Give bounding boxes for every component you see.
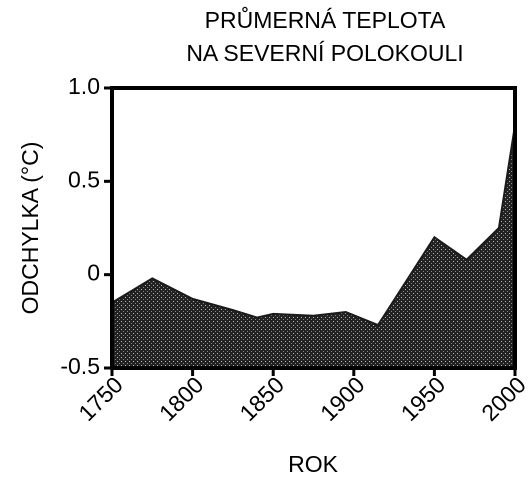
y-tick-label: 0.5 <box>68 166 100 192</box>
plot-frame <box>110 86 517 370</box>
x-tick-label: 1950 <box>396 371 451 426</box>
x-tick-label: 2000 <box>476 371 531 426</box>
x-tick-label: 1800 <box>154 371 209 426</box>
x-tick-label: 1750 <box>73 371 128 426</box>
chart-title: PRŮMERNÁ TEPLOTA <box>205 5 446 33</box>
chart-title: NA SEVERNÍ POLOKOULI <box>186 40 463 66</box>
area <box>111 125 516 369</box>
x-tick-label: 1850 <box>234 371 289 426</box>
x-tick-label: 1900 <box>315 371 370 426</box>
y-tick-label: -0.5 <box>60 353 100 379</box>
y-tick-label: 1.0 <box>68 73 100 99</box>
y-tick-label: 0 <box>87 260 100 286</box>
x-axis-label: ROK <box>288 451 339 477</box>
y-axis-label: ODCHYLKA (°C) <box>17 142 43 315</box>
